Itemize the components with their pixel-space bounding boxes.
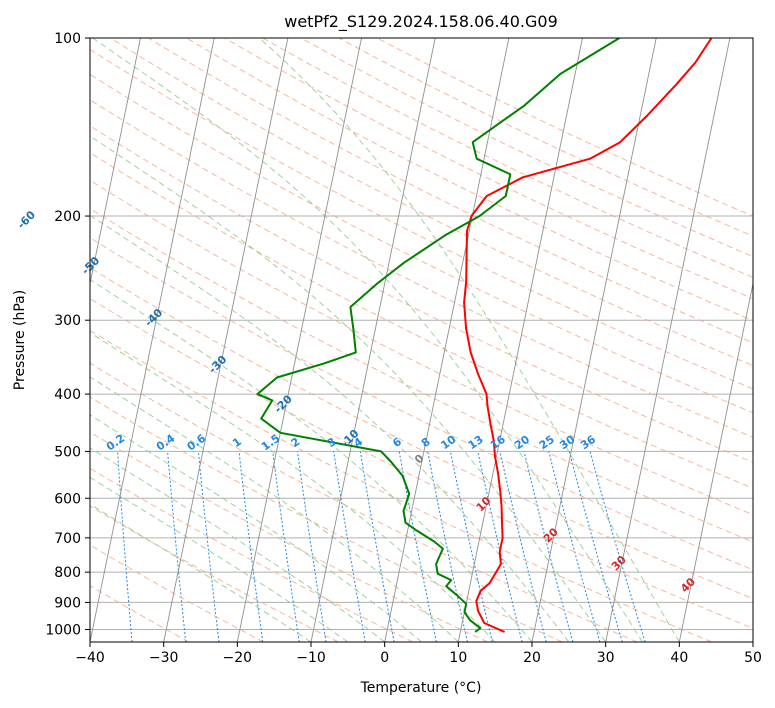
mixing-ratio-line [297, 451, 327, 642]
y-tick-label: 100 [54, 31, 81, 47]
mixing-ratio-line [167, 451, 187, 642]
dry-adiabat [90, 505, 339, 642]
skewed-isotherm [531, 38, 657, 642]
x-tick-label: 20 [523, 650, 541, 666]
mixing-ratio-line [499, 451, 547, 642]
moist-adiabat [90, 279, 533, 642]
y-tick-label: 200 [54, 209, 81, 225]
dry-adiabat [90, 152, 753, 489]
moist-adiabat [92, 38, 643, 642]
skewed-isotherm-layer [90, 38, 753, 642]
mixing-ratio-line [477, 451, 523, 642]
y-tick-label: 500 [54, 444, 81, 460]
x-tick-label: −30 [149, 650, 179, 666]
mixing-ratio-line [548, 451, 601, 642]
x-tick-label: 10 [449, 650, 467, 666]
mixing-ratio-line [359, 451, 395, 642]
skewed-isotherm [605, 38, 731, 642]
dry-adiabat [90, 237, 753, 571]
x-tick-label: −10 [296, 650, 326, 666]
moist-adiabat [90, 447, 385, 642]
x-tick-label: 50 [744, 650, 762, 666]
mixing-ratio-line [568, 451, 623, 642]
dewpoint-line [256, 38, 620, 633]
dry-adiabat [90, 297, 753, 629]
dry-adiabat [90, 48, 753, 390]
moist-adiabat [90, 331, 496, 642]
y-tick-label: 900 [54, 595, 81, 611]
x-axis-label: Temperature (°C) [360, 680, 482, 696]
mixing-ratio-line [333, 451, 366, 642]
mixing-ratio-line [197, 451, 220, 642]
moist-adiabat [90, 135, 607, 642]
skewed-isotherm [457, 38, 583, 642]
mixing-ratio-line [272, 451, 300, 642]
dry-adiabat [90, 362, 638, 642]
chart-title: wetPf2_S129.2024.158.06.40.G09 [284, 12, 558, 32]
plot-frame [89, 37, 754, 643]
y-tick-label: 800 [54, 565, 81, 581]
x-tick-label: −40 [75, 650, 105, 666]
dry-adiabat [109, 38, 753, 367]
moist-adiabat [90, 476, 349, 642]
y-tick-label: 1000 [45, 622, 81, 638]
moist-adiabat-layer [90, 38, 680, 642]
skewed-isotherm [90, 38, 141, 286]
temperature-line [463, 38, 713, 633]
skewed-isotherm [90, 38, 215, 642]
y-tick-label: 400 [54, 387, 81, 403]
skewed-isotherm [678, 281, 753, 642]
dry-adiabat [90, 125, 753, 464]
x-tick-label: 40 [670, 650, 688, 666]
moist-adiabat [90, 214, 570, 642]
y-tick-label: 300 [54, 313, 81, 329]
dry-adiabat [90, 585, 190, 642]
mixing-ratio-line [427, 451, 468, 642]
y-axis: 100 200 300 400 500 600 700 800 900 1000 [45, 31, 90, 638]
dry-adiabat [186, 38, 753, 322]
mixing-ratio-line [238, 451, 264, 642]
x-tick-label: 0 [380, 650, 389, 666]
x-tick-label: −20 [223, 650, 253, 666]
dry-adiabat [90, 431, 488, 642]
skewed-isotherm [310, 38, 436, 642]
dry-adiabat [90, 396, 563, 642]
x-tick-label: 30 [597, 650, 615, 666]
dry-adiabat [90, 329, 712, 642]
y-tick-label: 700 [54, 531, 81, 547]
dry-adiabat [224, 38, 753, 300]
dry-adiabat [90, 208, 753, 543]
y-tick-label: 600 [54, 491, 81, 507]
series-layer [256, 38, 713, 633]
skewed-isotherm [384, 38, 510, 642]
moist-adiabat [90, 376, 459, 642]
moist-adiabat [90, 414, 422, 642]
x-axis: −40 −30 −20 −10 0 10 20 30 40 50 [75, 642, 762, 666]
skewed-isotherm [236, 38, 362, 642]
y-axis-label: Pressure (hPa) [12, 290, 28, 390]
mixing-ratio-line [523, 451, 574, 642]
skewed-isotherm [163, 38, 289, 642]
